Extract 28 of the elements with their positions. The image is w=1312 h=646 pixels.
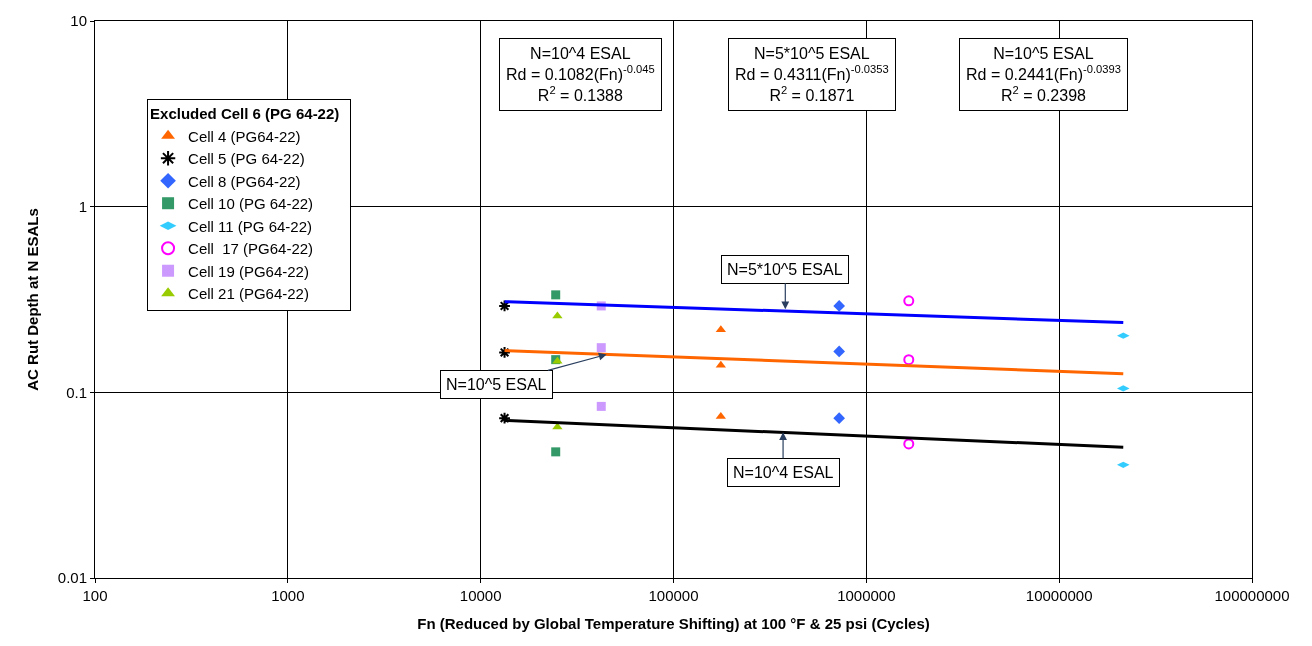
x-tick-label: 1000 xyxy=(271,587,305,604)
x-tick-label: 100 xyxy=(82,587,108,604)
y-tick-label: 0.1 xyxy=(66,383,87,401)
x-tick-label: 1000000 xyxy=(837,587,896,604)
annotation: N=5*10^5 ESAL xyxy=(727,261,843,278)
legend-label: Cell 10 (PG 64-22) xyxy=(188,195,314,213)
x-tick-label: 100000 xyxy=(648,587,699,604)
legend-label: Cell 17 (PG64-22) xyxy=(188,240,314,258)
x-axis-title: Fn (Reduced by Global Temperature Shifting) at 100 °F & 25 psi (Cycles) xyxy=(417,615,930,632)
text: N=5*10^5 ESAL Rd = 0.4311(Fn)$^{-0.0353}$ R$^{2}$ = 0.1871 xyxy=(735,45,889,104)
y-tick-label: 1 xyxy=(78,197,87,215)
legend-label: Cell 21 (PG64-22) xyxy=(188,285,309,303)
legend-label: Cell 19 (PG64-22) xyxy=(188,262,309,280)
y-tick-label: 10 xyxy=(70,12,87,30)
x-tick-label: 10000000 xyxy=(1025,587,1093,604)
text: N=10^4 ESAL Rd = 0.1082(Fn)$^{-0.045}$ R$^{2}$ = 0.1388 xyxy=(506,45,655,104)
legend-label: Cell 11 (PG 64-22) xyxy=(188,217,313,235)
legend-label: Cell 5 (PG 64-22) xyxy=(188,150,305,168)
annotation: N=10^5 ESAL xyxy=(446,376,547,393)
legend-title: Excluded Cell 6 (PG 64-22) xyxy=(150,105,340,123)
annotation: N=10^4 ESAL xyxy=(733,464,834,481)
legend-label: Cell 4 (PG64-22) xyxy=(188,127,301,145)
legend-label: Cell 8 (PG64-22) xyxy=(188,172,301,190)
text: N=10^5 ESAL Rd = 0.2441(Fn)$^{-0.0393}$ R$^{2}$ = 0.2398 xyxy=(966,45,1121,104)
y-axis-title: AC Rut Depth at N ESALs xyxy=(24,208,42,391)
x-tick-label: 10000 xyxy=(459,587,502,604)
x-tick-label: 100000000 xyxy=(1214,587,1290,604)
y-tick-label: 0.01 xyxy=(57,569,87,587)
